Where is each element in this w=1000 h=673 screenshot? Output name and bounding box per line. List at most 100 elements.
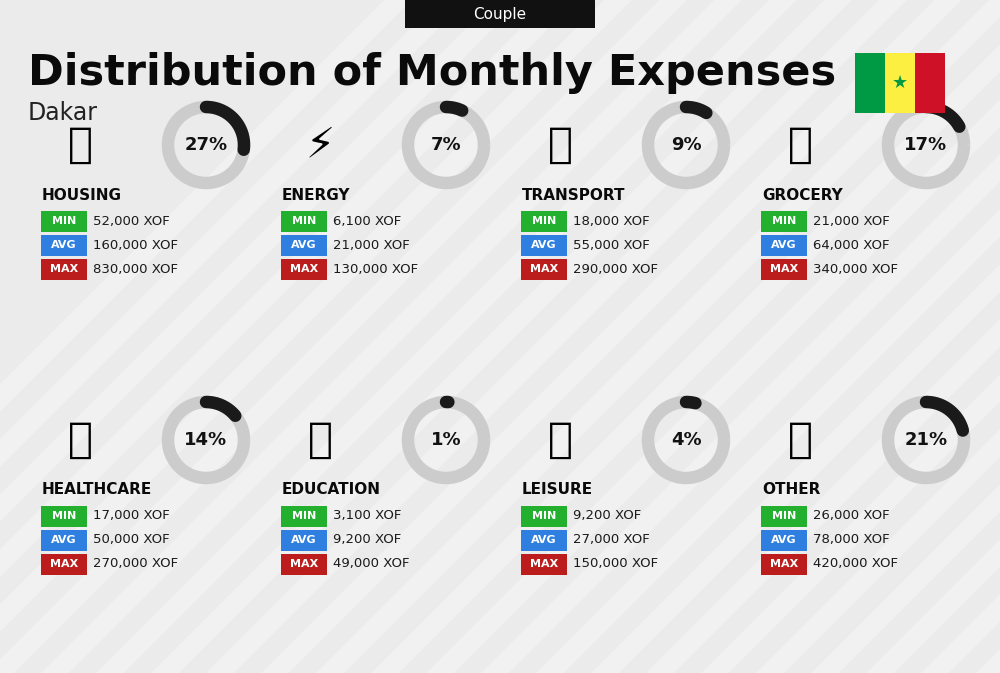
FancyBboxPatch shape	[915, 53, 945, 113]
Text: MIN: MIN	[292, 216, 316, 226]
Text: AVG: AVG	[771, 240, 797, 250]
Text: 270,000 XOF: 270,000 XOF	[93, 557, 178, 571]
Text: 9,200 XOF: 9,200 XOF	[333, 534, 401, 546]
Text: 6,100 XOF: 6,100 XOF	[333, 215, 401, 227]
FancyBboxPatch shape	[521, 211, 567, 232]
Text: 78,000 XOF: 78,000 XOF	[813, 534, 890, 546]
Text: 🚌: 🚌	[548, 124, 572, 166]
Text: Dakar: Dakar	[28, 101, 98, 125]
Text: 290,000 XOF: 290,000 XOF	[573, 262, 658, 275]
Text: ⚡: ⚡	[305, 124, 335, 166]
Text: 830,000 XOF: 830,000 XOF	[93, 262, 178, 275]
FancyBboxPatch shape	[281, 553, 327, 575]
Text: MIN: MIN	[532, 511, 556, 521]
Text: AVG: AVG	[531, 535, 557, 545]
Text: MAX: MAX	[770, 559, 798, 569]
Text: 49,000 XOF: 49,000 XOF	[333, 557, 410, 571]
Text: MIN: MIN	[292, 511, 316, 521]
Text: MIN: MIN	[532, 216, 556, 226]
FancyBboxPatch shape	[41, 505, 87, 526]
FancyBboxPatch shape	[41, 553, 87, 575]
Text: MIN: MIN	[52, 511, 76, 521]
Text: EDUCATION: EDUCATION	[282, 483, 381, 497]
FancyBboxPatch shape	[521, 234, 567, 256]
Text: 150,000 XOF: 150,000 XOF	[573, 557, 658, 571]
Text: Distribution of Monthly Expenses: Distribution of Monthly Expenses	[28, 52, 836, 94]
Text: 18,000 XOF: 18,000 XOF	[573, 215, 650, 227]
FancyBboxPatch shape	[761, 211, 807, 232]
FancyBboxPatch shape	[521, 553, 567, 575]
Text: MAX: MAX	[50, 264, 78, 274]
Text: 17%: 17%	[904, 136, 948, 154]
FancyBboxPatch shape	[521, 530, 567, 551]
Text: TRANSPORT: TRANSPORT	[522, 188, 626, 203]
Text: 26,000 XOF: 26,000 XOF	[813, 509, 890, 522]
Text: 💓: 💓	[68, 419, 92, 461]
Text: 21,000 XOF: 21,000 XOF	[333, 238, 410, 252]
FancyBboxPatch shape	[281, 211, 327, 232]
FancyBboxPatch shape	[281, 258, 327, 279]
Text: 27%: 27%	[184, 136, 228, 154]
FancyBboxPatch shape	[761, 505, 807, 526]
Text: 340,000 XOF: 340,000 XOF	[813, 262, 898, 275]
FancyBboxPatch shape	[521, 505, 567, 526]
Text: 4%: 4%	[671, 431, 701, 449]
Text: AVG: AVG	[51, 240, 77, 250]
Text: HEALTHCARE: HEALTHCARE	[42, 483, 152, 497]
FancyBboxPatch shape	[855, 53, 885, 113]
Text: MIN: MIN	[52, 216, 76, 226]
FancyBboxPatch shape	[281, 505, 327, 526]
FancyBboxPatch shape	[41, 234, 87, 256]
Text: 9,200 XOF: 9,200 XOF	[573, 509, 641, 522]
FancyBboxPatch shape	[405, 0, 595, 28]
Text: MAX: MAX	[50, 559, 78, 569]
Text: 64,000 XOF: 64,000 XOF	[813, 238, 890, 252]
Text: MIN: MIN	[772, 511, 796, 521]
Text: 🏢: 🏢	[68, 124, 92, 166]
Text: ★: ★	[892, 74, 908, 92]
FancyBboxPatch shape	[761, 553, 807, 575]
Text: 21%: 21%	[904, 431, 948, 449]
Text: MAX: MAX	[770, 264, 798, 274]
Text: AVG: AVG	[771, 535, 797, 545]
Text: 🎓: 🎓	[308, 419, 332, 461]
Text: 🛍: 🛍	[548, 419, 572, 461]
Text: 55,000 XOF: 55,000 XOF	[573, 238, 650, 252]
Text: 50,000 XOF: 50,000 XOF	[93, 534, 170, 546]
FancyBboxPatch shape	[281, 530, 327, 551]
Text: 7%: 7%	[431, 136, 461, 154]
Text: AVG: AVG	[51, 535, 77, 545]
Text: 21,000 XOF: 21,000 XOF	[813, 215, 890, 227]
Text: 17,000 XOF: 17,000 XOF	[93, 509, 170, 522]
Text: Couple: Couple	[473, 7, 527, 22]
Text: AVG: AVG	[291, 535, 317, 545]
Text: 🛒: 🛒	[788, 124, 812, 166]
FancyBboxPatch shape	[761, 530, 807, 551]
Text: 1%: 1%	[431, 431, 461, 449]
Text: GROCERY: GROCERY	[762, 188, 843, 203]
Text: ENERGY: ENERGY	[282, 188, 351, 203]
FancyBboxPatch shape	[761, 234, 807, 256]
FancyBboxPatch shape	[761, 258, 807, 279]
Text: OTHER: OTHER	[762, 483, 820, 497]
Text: MIN: MIN	[772, 216, 796, 226]
Text: 130,000 XOF: 130,000 XOF	[333, 262, 418, 275]
Text: 3,100 XOF: 3,100 XOF	[333, 509, 401, 522]
Text: HOUSING: HOUSING	[42, 188, 122, 203]
FancyBboxPatch shape	[41, 258, 87, 279]
FancyBboxPatch shape	[281, 234, 327, 256]
Text: AVG: AVG	[291, 240, 317, 250]
Text: 52,000 XOF: 52,000 XOF	[93, 215, 170, 227]
Text: LEISURE: LEISURE	[522, 483, 593, 497]
Text: 27,000 XOF: 27,000 XOF	[573, 534, 650, 546]
Text: MAX: MAX	[290, 264, 318, 274]
Text: AVG: AVG	[531, 240, 557, 250]
Text: 14%: 14%	[184, 431, 228, 449]
FancyBboxPatch shape	[41, 211, 87, 232]
Text: 420,000 XOF: 420,000 XOF	[813, 557, 898, 571]
Text: MAX: MAX	[290, 559, 318, 569]
Text: 9%: 9%	[671, 136, 701, 154]
Text: MAX: MAX	[530, 559, 558, 569]
Text: MAX: MAX	[530, 264, 558, 274]
FancyBboxPatch shape	[41, 530, 87, 551]
